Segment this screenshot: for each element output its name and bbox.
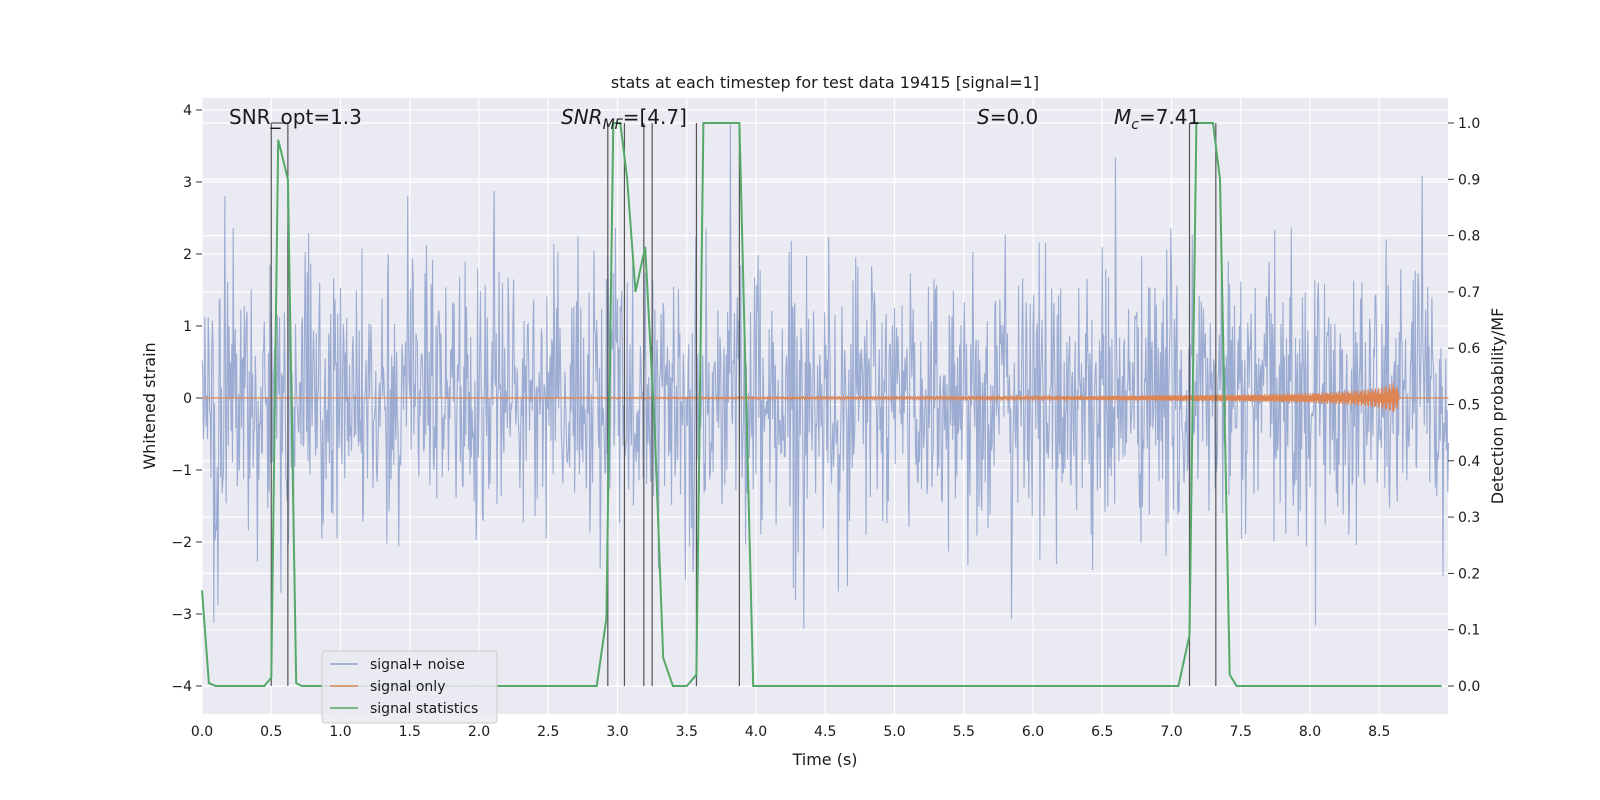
y-tick-label-right: 1.0: [1458, 116, 1480, 132]
y-tick-label-left: 0: [183, 391, 192, 407]
tick-labels: 0.0 0.5 1.0 1.5 2.0 2.5 3.0 3.5 4.0 4.5 5.0 5.5 6.0 6…: [171, 103, 1480, 740]
annotation-mc-sub: c: [1131, 117, 1139, 133]
x-tick-label: 6.0: [1022, 724, 1044, 740]
series-signal-only: [202, 382, 1449, 412]
y-tick-label-right: 0.7: [1458, 285, 1480, 301]
y-tick-label-left: 3: [183, 175, 192, 191]
x-tick-label: 8.0: [1299, 724, 1321, 740]
annotation-snr-mf: SNRMF=[4.7]: [561, 105, 687, 133]
x-tick-label: 1.5: [399, 724, 421, 740]
y-tick-label-left: 2: [183, 247, 192, 263]
x-tick-label: 5.5: [953, 724, 975, 740]
y-tick-label-left: −1: [171, 463, 192, 479]
legend-label-signal-noise: signal+ noise: [370, 657, 465, 673]
legend-label-signal-only: signal only: [370, 679, 445, 695]
x-tick-label: 8.5: [1368, 724, 1390, 740]
legend: signal+ noise signal only signal statist…: [321, 650, 498, 724]
x-tick-label: 3.0: [606, 724, 628, 740]
annotation-snr-mf-sub: MF: [603, 117, 624, 133]
x-tick-label: 0.5: [260, 724, 282, 740]
annotation-s-value: =0.0: [990, 105, 1039, 129]
x-tick-label: 4.5: [814, 724, 836, 740]
y-tick-label-left: 1: [183, 319, 192, 335]
y-tick-label-right: 0.2: [1458, 566, 1480, 582]
y-tick-label-right: 0.5: [1458, 398, 1480, 414]
x-tick-label: 0.0: [191, 724, 213, 740]
y-tick-label-left: −4: [171, 679, 192, 695]
x-tick-label: 7.0: [1160, 724, 1182, 740]
y-tick-label-left: −3: [171, 607, 192, 623]
x-tick-label: 2.5: [537, 724, 559, 740]
annotation-mc-value: =7.41: [1139, 105, 1200, 129]
legend-box: [321, 650, 498, 724]
y-axis-label-left: Whitened strain: [140, 342, 159, 469]
vertical-markers: [270, 122, 1217, 686]
x-tick-label: 1.0: [329, 724, 351, 740]
x-tick-label: 2.0: [468, 724, 490, 740]
annotation-mc-main: M: [1114, 105, 1131, 129]
y-tick-label-right: 0.1: [1458, 623, 1480, 639]
x-tick-label: 5.0: [883, 724, 905, 740]
x-tick-label: 7.5: [1230, 724, 1252, 740]
y-tick-label-right: 0.4: [1458, 454, 1480, 470]
series-signal-noise: [201, 124, 1450, 629]
y-tick-label-right: 0.9: [1458, 172, 1480, 188]
annotation-s: S=0.0: [977, 105, 1038, 129]
y-tick-label-right: 0.3: [1458, 510, 1480, 526]
x-axis-label: Time (s): [791, 750, 857, 769]
y-axis-label-right: Detection probability/MF: [1488, 308, 1507, 505]
x-tick-label: 6.5: [1091, 724, 1113, 740]
legend-label-signal-statistics: signal statistics: [370, 701, 478, 717]
chart-title: stats at each timestep for test data 194…: [611, 73, 1039, 92]
annotation-s-main: S: [977, 105, 990, 129]
annotation-mc: Mc=7.41: [1114, 105, 1200, 133]
x-tick-label: 4.0: [745, 724, 767, 740]
x-tick-label: 3.5: [676, 724, 698, 740]
y-tick-label-right: 0.6: [1458, 341, 1480, 357]
annotation-snr-mf-value: =[4.7]: [623, 105, 687, 129]
annotation-snr-mf-main: SNR: [561, 105, 603, 129]
y-tick-label-left: −2: [171, 535, 192, 551]
signal-only-trace: [202, 382, 1449, 412]
noise-trace: [201, 124, 1450, 629]
y-tick-label-left: 4: [183, 103, 192, 119]
statistics-trace: [201, 122, 1442, 687]
y-tick-label-right: 0.8: [1458, 229, 1480, 245]
y-tick-label-right: 0.0: [1458, 679, 1480, 695]
series-signal-statistics: [201, 122, 1442, 687]
annotation-snr-opt: SNR_opt=1.3: [229, 105, 362, 129]
